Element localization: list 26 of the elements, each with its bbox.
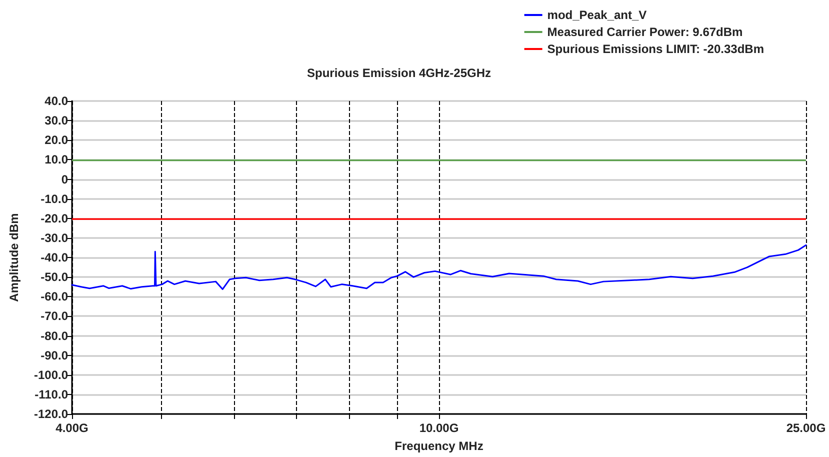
y-tick-label: -10.0 — [40, 192, 68, 206]
y-tick-label: -40.0 — [40, 250, 68, 264]
y-tick-label: -110.0 — [34, 387, 68, 402]
y-tick-label: -120.0 — [34, 407, 68, 421]
y-tick-label: -30.0 — [40, 230, 68, 245]
y-tick-label: -50.0 — [40, 270, 68, 284]
y-tick-label: 0 — [61, 172, 68, 186]
y-tick-label: -80.0 — [40, 328, 68, 343]
y-axis-title: Amplitude dBm — [7, 213, 21, 302]
x-tick-label: 4.00G — [56, 421, 88, 435]
y-tick-label: -20.0 — [40, 211, 68, 226]
y-tick-label: 40.0 — [44, 94, 68, 108]
legend-label: Measured Carrier Power: 9.67dBm — [547, 25, 743, 39]
y-tick-label: -60.0 — [40, 290, 68, 304]
x-tick-label: 25.00G — [786, 421, 826, 435]
legend-label: Spurious Emissions LIMIT: -20.33dBm — [547, 42, 764, 56]
y-tick-label: 30.0 — [44, 114, 68, 128]
legend-label: mod_Peak_ant_V — [547, 8, 647, 22]
y-tick-label: -100.0 — [34, 368, 68, 382]
y-tick-label: -70.0 — [40, 309, 68, 324]
x-tick-label: 10.00G — [419, 421, 459, 435]
y-tick-label: 20.0 — [44, 133, 68, 148]
y-tick-label: -90.0 — [40, 348, 68, 362]
chart-title: Spurious Emission 4GHz-25GHz — [306, 66, 492, 80]
x-axis-title: Frequency MHz — [394, 439, 484, 453]
y-tick-label: 10.0 — [44, 152, 68, 167]
